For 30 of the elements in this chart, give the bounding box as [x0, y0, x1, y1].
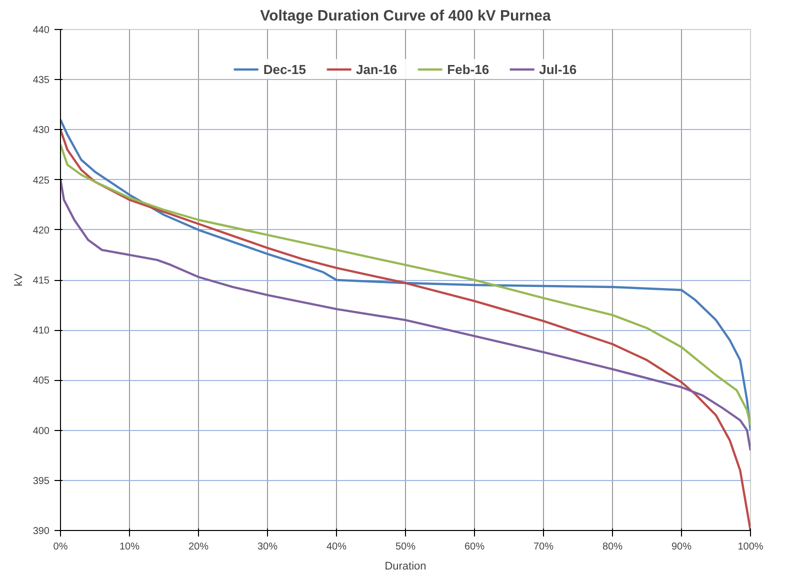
y-tick-label: 415 [32, 276, 50, 286]
x-axis-title: Duration [384, 560, 426, 572]
y-tick-label: 425 [32, 175, 50, 186]
x-tick-label: 100% [738, 542, 764, 552]
chart-title: Voltage Duration Curve of 400 kV Purnea [260, 8, 552, 24]
x-tick-label: 60% [464, 542, 485, 552]
legend-label: Jul-16 [539, 62, 577, 76]
line-series [60, 178, 750, 452]
legend-label: Dec-15 [263, 62, 306, 76]
y-tick-label: 420 [32, 225, 50, 236]
y-tick-label: 405 [32, 376, 50, 387]
legend-label: Jan-16 [356, 62, 398, 76]
x-tick-label: 40% [326, 542, 347, 552]
legend-label: Feb-16 [447, 62, 490, 76]
y-tick-label: 440 [32, 25, 50, 36]
x-tick-label: 50% [395, 542, 416, 552]
y-tick-label: 390 [32, 526, 50, 537]
y-tick-label: 410 [32, 326, 50, 337]
y-tick-label: 395 [32, 476, 50, 487]
y-tick-label: 400 [32, 426, 50, 437]
y-tick-label: 435 [32, 75, 50, 86]
x-tick-label: 20% [188, 542, 209, 552]
x-tick-label: 30% [257, 542, 278, 552]
x-tick-label: 0% [53, 542, 68, 552]
x-tick-label: 90% [671, 542, 692, 552]
x-tick-label: 10% [119, 542, 140, 552]
x-tick-label: 70% [533, 542, 554, 552]
y-tick-label: 430 [32, 125, 50, 136]
x-tick-label: 80% [602, 542, 623, 552]
y-axis-title: kV [12, 272, 25, 286]
